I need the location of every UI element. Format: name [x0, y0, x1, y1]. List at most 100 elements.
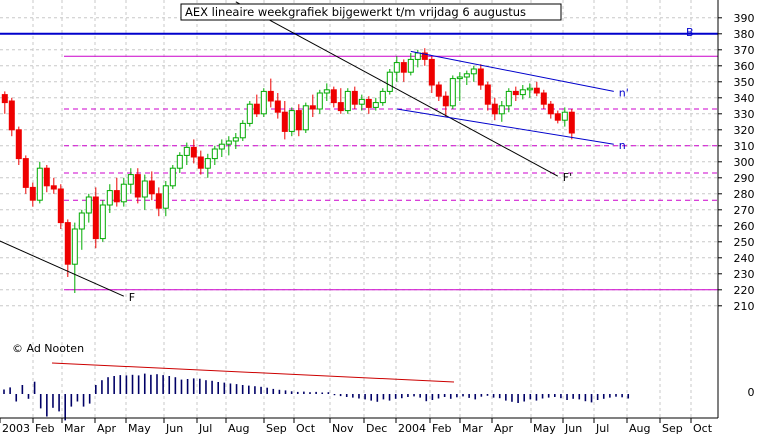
- candle: [379, 88, 386, 106]
- candle-body: [428, 58, 435, 86]
- candle: [239, 120, 246, 141]
- candle-body: [71, 228, 78, 265]
- candle-body: [309, 105, 316, 110]
- candle: [372, 97, 379, 111]
- candle: [64, 219, 71, 277]
- y-tick-label: 280: [734, 188, 755, 201]
- candle-body: [148, 180, 155, 195]
- candle: [337, 88, 344, 114]
- trend-line-label: n': [619, 86, 629, 99]
- candle-body: [127, 174, 134, 185]
- x-tick-label: Mar: [462, 422, 483, 435]
- candle-body: [232, 137, 239, 142]
- candle-body: [22, 158, 29, 188]
- candle: [533, 81, 540, 97]
- x-tick-label: Apr: [494, 422, 514, 435]
- candle-body: [512, 90, 519, 96]
- candle: [134, 168, 141, 204]
- candle: [78, 209, 85, 250]
- candle: [204, 153, 211, 178]
- candle-body: [442, 95, 449, 107]
- x-tick-label: 2004: [398, 422, 426, 435]
- candle: [449, 75, 456, 109]
- chart-title-box: AEX lineaire weekgrafiek bijgewerkt t/m …: [180, 3, 562, 21]
- candle: [127, 168, 134, 194]
- x-tick-label: Apr: [97, 422, 117, 435]
- candle-body: [477, 68, 484, 86]
- x-tick-label: May: [128, 422, 151, 435]
- candle: [316, 89, 323, 114]
- candle: [57, 184, 64, 229]
- y-tick-label: 320: [734, 124, 755, 137]
- candle: [456, 72, 463, 101]
- trend-lines: F F' n' n: [0, 1, 629, 383]
- candle-body: [162, 185, 169, 209]
- candle-body: [554, 113, 561, 121]
- trend-line: [235, 1, 559, 177]
- candle: [491, 97, 498, 121]
- candle-body: [456, 76, 463, 80]
- candle: [344, 88, 351, 114]
- grid: [0, 0, 718, 418]
- candle: [8, 97, 15, 137]
- x-tick-label: Nov: [332, 422, 354, 435]
- x-tick-label: May: [533, 422, 556, 435]
- candle-body: [113, 190, 120, 203]
- volume-zero-label: 0: [748, 386, 755, 399]
- candle-body: [470, 68, 477, 75]
- chart-title: AEX lineaire weekgrafiek bijgewerkt t/m …: [185, 5, 526, 19]
- candle-body: [344, 90, 351, 112]
- candle-body: [540, 92, 547, 105]
- candle-body: [78, 212, 85, 230]
- trend-line: [51, 362, 455, 383]
- candle: [421, 48, 428, 66]
- x-tick-label: Sep: [662, 422, 683, 435]
- candle-body: [211, 148, 218, 160]
- candle-body: [547, 103, 554, 115]
- candle: [148, 171, 155, 201]
- reference-lines: B: [0, 26, 718, 291]
- author-credit: © Ad Nooten: [12, 342, 84, 355]
- candle-body: [449, 78, 456, 107]
- candle: [288, 107, 295, 137]
- candle-body: [281, 111, 288, 132]
- y-tick-label: 290: [734, 172, 755, 185]
- candle-body: [491, 103, 498, 115]
- candle-body: [15, 129, 22, 160]
- axes: 210 220 230 240 250 260 270 280 290 300 310 320 330 3…: [0, 12, 755, 435]
- candle-body: [358, 98, 365, 105]
- candle: [162, 181, 169, 217]
- candle-body: [36, 167, 43, 201]
- candle: [141, 174, 148, 210]
- candle: [365, 96, 372, 114]
- trend-line-label: F: [129, 291, 135, 304]
- title-frame: [180, 3, 562, 21]
- candle-body: [197, 156, 204, 169]
- candle: [190, 139, 197, 164]
- x-tick-label: Jul: [198, 422, 212, 435]
- candle: [540, 89, 547, 109]
- candle-body: [386, 71, 393, 92]
- candle-body: [57, 188, 64, 224]
- candle: [169, 165, 176, 189]
- candle: [547, 101, 554, 119]
- candle: [295, 104, 302, 137]
- candle: [351, 86, 358, 109]
- candle: [267, 78, 274, 108]
- candle: [435, 81, 442, 101]
- candle-body: [225, 140, 232, 145]
- volume-bars: [3, 373, 630, 421]
- candle: [50, 177, 57, 194]
- candle-body: [246, 103, 253, 124]
- trend-line: [410, 50, 614, 92]
- candle: [71, 222, 78, 293]
- candle-body: [421, 52, 428, 60]
- candle-body: [400, 62, 407, 73]
- candle-body: [176, 154, 183, 169]
- candle: [386, 69, 393, 95]
- candle-body: [288, 110, 295, 132]
- candle-body: [141, 180, 148, 198]
- x-tick-label: Oct: [693, 422, 713, 435]
- candle-body: [155, 193, 162, 209]
